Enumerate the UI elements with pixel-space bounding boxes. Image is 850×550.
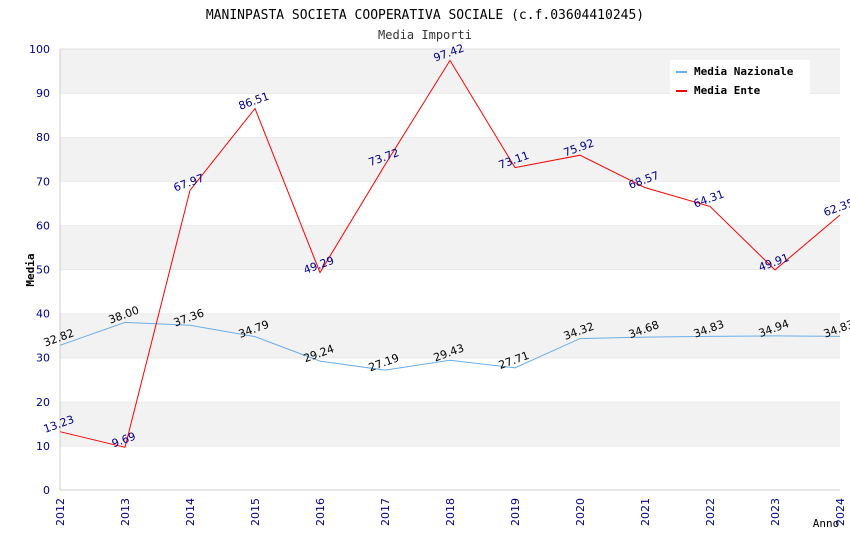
grid-bands xyxy=(60,48,840,490)
x-tick-label: 2013 xyxy=(119,498,132,526)
legend: Media Nazionale Media Ente xyxy=(670,60,810,98)
grid-band xyxy=(60,357,840,402)
grid-band xyxy=(60,181,840,226)
grid-band xyxy=(60,313,840,358)
x-tick-label: 2018 xyxy=(444,498,457,526)
legend-entry: Media Ente xyxy=(694,84,761,97)
x-tick-label: 2014 xyxy=(184,498,197,526)
x-tick-label: 2022 xyxy=(704,498,717,526)
y-tick-label: 30 xyxy=(36,352,50,365)
x-tick-label: 2021 xyxy=(639,498,652,526)
x-tick-label: 2024 xyxy=(834,498,847,526)
series-group xyxy=(59,59,841,448)
grid-band xyxy=(60,401,840,446)
y-tick-label: 0 xyxy=(43,484,50,497)
y-tick-label: 10 xyxy=(36,440,50,453)
x-tick-label: 2020 xyxy=(574,498,587,526)
grid-band xyxy=(60,225,840,270)
legend-entry: Media Nazionale xyxy=(694,65,794,78)
x-tick-label: 2015 xyxy=(249,498,262,526)
grid-band xyxy=(60,269,840,314)
x-tick-label: 2019 xyxy=(509,498,522,526)
axes xyxy=(59,49,840,491)
y-tick-label: 70 xyxy=(36,175,50,188)
chart-subtitle: Media Importi xyxy=(378,28,472,42)
x-tick-label: 2017 xyxy=(379,498,392,526)
y-tick-labels: 0 10 20 30 40 50 60 70 80 90 100 xyxy=(29,43,50,497)
legend-box xyxy=(670,60,810,98)
y-tick-label: 20 xyxy=(36,396,50,409)
y-axis-label: Media xyxy=(24,253,37,286)
grid-band xyxy=(60,93,840,138)
y-tick-label: 40 xyxy=(36,308,50,321)
x-tick-label: 2016 xyxy=(314,498,327,526)
y-tick-label: 60 xyxy=(36,219,50,232)
series-line-media-ente xyxy=(59,59,841,448)
grid-band xyxy=(60,445,840,490)
series-line-media-nazionale xyxy=(59,321,841,371)
y-tick-label: 90 xyxy=(36,87,50,100)
chart-title: MANINPASTA SOCIETA COOPERATIVA SOCIALE (… xyxy=(206,8,644,23)
x-tick-labels: 2012 2013 2014 2015 2016 2017 2018 2019 2020 2021… xyxy=(54,498,847,526)
x-axis-label: Anno xyxy=(813,517,840,530)
x-tick-label: 2012 xyxy=(54,498,67,526)
x-tick-label: 2023 xyxy=(769,498,782,526)
y-tick-label: 80 xyxy=(36,131,50,144)
y-tick-label: 100 xyxy=(29,43,50,56)
y-tick-label: 50 xyxy=(36,264,50,277)
grid-band xyxy=(60,137,840,182)
